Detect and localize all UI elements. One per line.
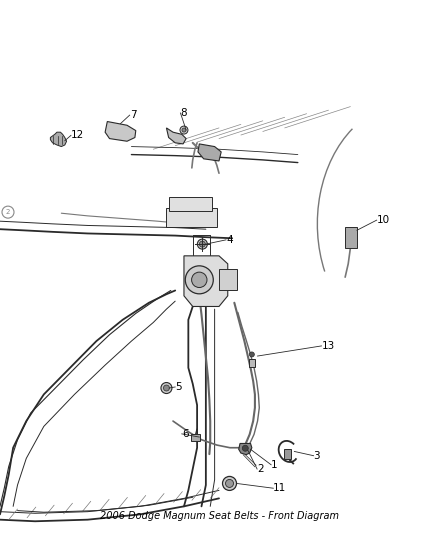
Circle shape — [163, 385, 170, 391]
Bar — [166, 208, 217, 227]
Circle shape — [249, 352, 254, 357]
Text: 12: 12 — [71, 131, 84, 140]
Circle shape — [198, 239, 207, 249]
Circle shape — [185, 266, 213, 294]
Bar — [169, 197, 212, 211]
Text: 3: 3 — [314, 451, 320, 461]
Polygon shape — [166, 128, 186, 144]
Polygon shape — [239, 443, 252, 455]
Text: 1: 1 — [271, 460, 278, 470]
Bar — [191, 434, 200, 441]
Text: 2: 2 — [257, 464, 264, 474]
Bar — [219, 269, 237, 290]
Bar — [284, 449, 291, 459]
Bar — [249, 359, 255, 367]
Circle shape — [180, 126, 188, 134]
Text: 11: 11 — [273, 483, 286, 493]
Circle shape — [242, 445, 248, 451]
Circle shape — [182, 128, 186, 132]
Text: 8: 8 — [180, 108, 187, 118]
Circle shape — [226, 479, 233, 488]
Polygon shape — [198, 144, 221, 161]
Circle shape — [191, 272, 207, 287]
Text: 7: 7 — [130, 110, 136, 120]
Text: 4: 4 — [226, 235, 233, 245]
Polygon shape — [184, 256, 228, 306]
Text: 2: 2 — [6, 209, 10, 215]
Circle shape — [223, 477, 237, 490]
Circle shape — [199, 241, 205, 247]
Text: 5: 5 — [175, 382, 182, 392]
Text: 10: 10 — [377, 215, 390, 225]
Text: 2006 Dodge Magnum Seat Belts - Front Diagram: 2006 Dodge Magnum Seat Belts - Front Dia… — [99, 511, 339, 521]
Text: 6: 6 — [182, 429, 188, 439]
Polygon shape — [105, 122, 136, 141]
Bar — [345, 227, 357, 248]
Circle shape — [161, 383, 172, 393]
Polygon shape — [50, 132, 67, 147]
Text: 13: 13 — [321, 341, 335, 351]
